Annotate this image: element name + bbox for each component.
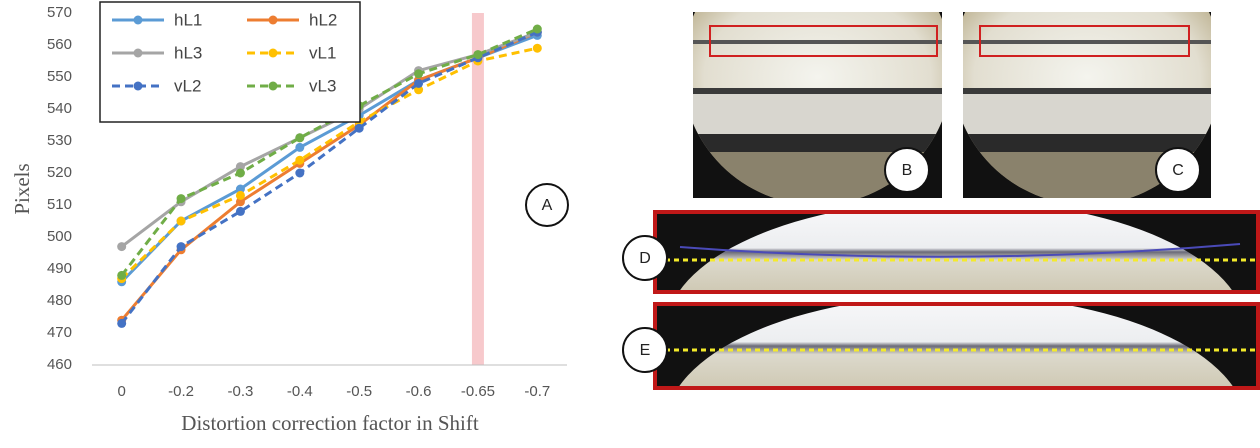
y-tick-label: 540 [47, 100, 72, 117]
x-tick-label: -0.5 [346, 383, 372, 400]
legend-label: hL1 [174, 10, 202, 29]
legend-label: vL2 [174, 76, 201, 95]
x-tick-label: -0.6 [406, 383, 432, 400]
highlight-band [472, 13, 484, 365]
x-tick-label: 0 [118, 383, 126, 400]
y-tick-label: 520 [47, 164, 72, 181]
y-tick-label: 490 [47, 260, 72, 277]
photo-e: E [623, 304, 1258, 388]
data-point [236, 191, 245, 200]
data-point [414, 69, 423, 78]
data-point [295, 133, 304, 142]
data-point [117, 271, 126, 280]
photo-b: B [693, 12, 942, 198]
x-axis-title: Distortion correction factor in Shift [181, 411, 479, 435]
y-tick-label: 570 [47, 4, 72, 21]
panel-label: E [640, 342, 651, 359]
data-point [414, 79, 423, 88]
y-tick-label: 510 [47, 196, 72, 213]
y-tick-label: 480 [47, 292, 72, 309]
data-point [117, 242, 126, 251]
y-tick-label: 460 [47, 356, 72, 373]
y-axis-title: Pixels [10, 163, 34, 214]
data-point [295, 143, 304, 152]
y-tick-label: 550 [47, 68, 72, 85]
figure: B C D E Pixels Distortion correc [0, 0, 1260, 443]
x-tick-label: -0.2 [168, 383, 194, 400]
data-point [177, 242, 186, 251]
data-point [117, 319, 126, 328]
photo-d: D [623, 212, 1258, 292]
legend-marker [269, 82, 278, 91]
x-tick-label: -0.65 [461, 383, 495, 400]
y-tick-label: 470 [47, 324, 72, 341]
data-point [533, 25, 542, 34]
y-tick-label: 530 [47, 132, 72, 149]
data-point [295, 169, 304, 178]
y-tick-label: 560 [47, 36, 72, 53]
legend-label: vL3 [309, 76, 336, 95]
x-tick-label: -0.4 [287, 383, 313, 400]
data-point [533, 44, 542, 53]
legend-label: vL1 [309, 43, 336, 62]
panel-label: B [902, 162, 913, 179]
panel-label: D [639, 250, 651, 267]
legend-marker [134, 49, 143, 58]
page: {"chart_data": {"type": "line", "ylabel"… [0, 0, 1260, 443]
y-tick-label: 500 [47, 228, 72, 245]
legend-marker [269, 49, 278, 58]
legend-marker [134, 16, 143, 25]
data-point [236, 207, 245, 216]
data-point [355, 124, 364, 133]
legend-label: hL2 [309, 10, 337, 29]
x-tick-label: -0.7 [524, 383, 550, 400]
data-point [177, 194, 186, 203]
data-point [177, 217, 186, 226]
legend-marker [269, 16, 278, 25]
annotation: A [542, 197, 553, 214]
data-point [236, 169, 245, 178]
photo-c: C [963, 12, 1211, 198]
legend-label: hL3 [174, 43, 202, 62]
x-tick-label: -0.3 [228, 383, 254, 400]
panel-label: C [1172, 162, 1184, 179]
data-point [473, 50, 482, 59]
data-point [295, 156, 304, 165]
legend-marker [134, 82, 143, 91]
